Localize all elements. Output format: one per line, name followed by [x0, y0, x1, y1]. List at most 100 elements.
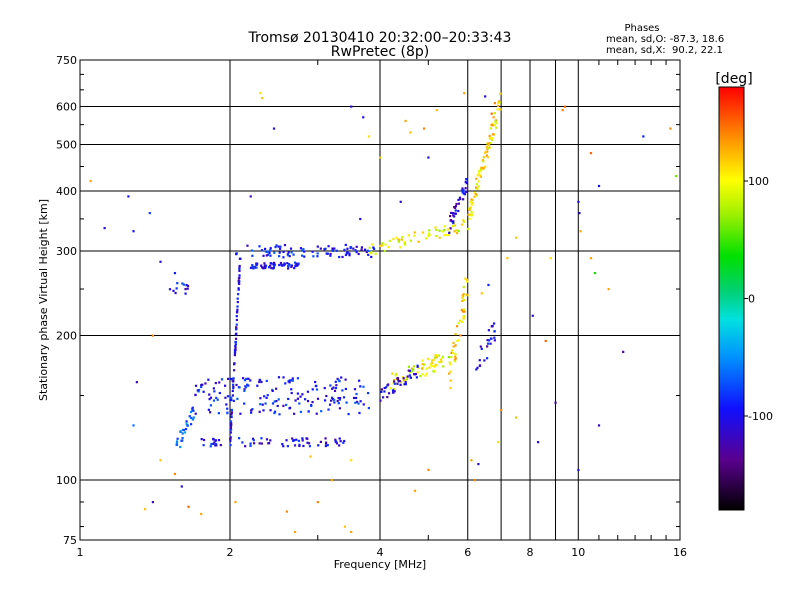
data-point [453, 230, 456, 233]
data-point [250, 411, 253, 414]
data-point [330, 399, 333, 402]
data-point [202, 438, 206, 442]
data-point [194, 393, 197, 397]
data-point [269, 409, 272, 412]
y-tick-label: 400 [56, 185, 77, 198]
data-point [264, 264, 268, 267]
data-point [493, 330, 496, 333]
data-point [401, 235, 404, 239]
data-point [182, 428, 185, 432]
data-point [127, 195, 130, 198]
data-point [348, 254, 351, 257]
data-point [262, 254, 265, 257]
data-point [403, 243, 407, 246]
data-point [151, 500, 155, 504]
data-point [380, 390, 383, 393]
data-point [325, 394, 328, 398]
data-point [303, 255, 306, 258]
data-point [249, 444, 252, 448]
data-point [475, 368, 478, 371]
data-point [225, 403, 228, 406]
data-point [468, 207, 471, 210]
data-point [269, 248, 272, 252]
data-point [175, 442, 178, 445]
data-point [407, 234, 410, 237]
data-point [607, 288, 610, 291]
data-point [236, 305, 239, 308]
data-point [480, 347, 483, 351]
data-point [368, 252, 371, 255]
data-point [404, 376, 408, 379]
data-point [468, 208, 471, 212]
data-point [457, 229, 460, 232]
data-point [259, 403, 262, 406]
data-point [493, 102, 497, 105]
data-point [327, 408, 330, 411]
data-point [236, 297, 239, 300]
data-point [258, 245, 261, 248]
data-point [213, 390, 216, 393]
data-point [288, 255, 291, 258]
data-point [452, 345, 455, 348]
colorbar-tick-label: 100 [748, 175, 769, 188]
data-point [397, 238, 400, 241]
data-point [184, 428, 188, 431]
data-point [283, 262, 286, 265]
data-point [387, 392, 391, 395]
data-point [442, 365, 445, 368]
data-point [348, 252, 351, 255]
data-point [469, 200, 472, 204]
data-point [370, 243, 374, 246]
data-point [332, 386, 335, 389]
data-point [262, 266, 265, 269]
data-point [493, 112, 497, 115]
data-point [200, 437, 203, 441]
data-point [445, 233, 448, 236]
data-point [449, 370, 452, 373]
data-point [337, 402, 340, 405]
data-point [463, 92, 466, 95]
data-point [324, 437, 327, 440]
data-point [465, 177, 468, 181]
data-point [229, 443, 232, 447]
data-point [89, 179, 92, 183]
data-point [437, 354, 440, 357]
data-point [354, 396, 358, 400]
data-point [482, 160, 485, 163]
data-point [226, 407, 229, 410]
data-point [232, 387, 235, 390]
data-point [466, 293, 469, 296]
data-point [478, 169, 481, 173]
data-point [341, 389, 344, 392]
data-point [487, 146, 490, 150]
data-point [433, 369, 436, 373]
data-point [235, 315, 238, 318]
data-point [381, 242, 384, 245]
data-point [132, 230, 135, 233]
colorbar-label: [deg] [715, 71, 752, 87]
data-point [272, 261, 276, 264]
data-point [480, 166, 483, 169]
x-axis-label: Frequency [MHz] [334, 558, 426, 571]
data-point [473, 191, 476, 194]
data-point [491, 138, 494, 141]
stats-x-mode: mean, sd,X: 90.2, 22.1 [606, 45, 723, 56]
data-point [477, 185, 480, 188]
data-point [277, 398, 280, 401]
data-point [467, 213, 470, 216]
data-point [434, 356, 437, 359]
data-point [549, 257, 552, 260]
data-point [454, 360, 457, 363]
data-point [491, 137, 494, 140]
data-point [267, 266, 271, 269]
data-point [488, 134, 491, 138]
data-point [159, 459, 162, 462]
data-point [260, 249, 264, 252]
data-point [409, 371, 412, 374]
data-point [589, 152, 593, 155]
data-point [273, 263, 276, 266]
data-point [236, 310, 239, 313]
data-point [280, 264, 284, 267]
data-point [357, 252, 360, 256]
data-point [357, 402, 360, 405]
